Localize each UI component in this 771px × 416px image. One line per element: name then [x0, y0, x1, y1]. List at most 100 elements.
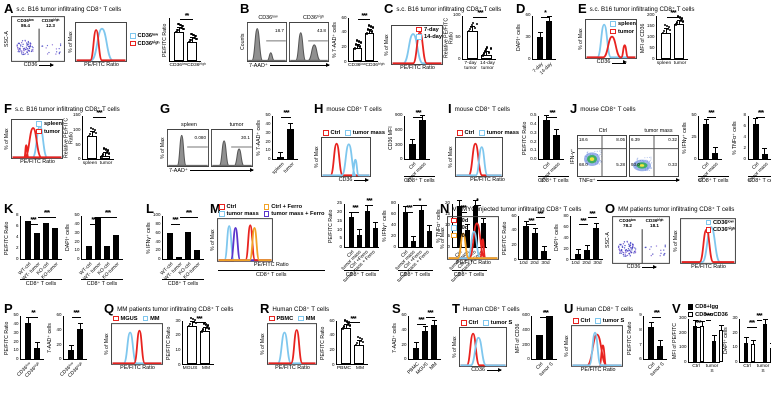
x-categories: WT-ctrl WT- tumor KO-ctrl KO-tumor: [18, 261, 62, 282]
bar: [648, 321, 655, 359]
y-axis-label: % IFNγ⁺ cells: [145, 221, 152, 254]
quad-row: 6.39 0.32 93.0 0.33: [629, 135, 679, 177]
x-axis-group-title: CD8⁺ T cells: [218, 269, 325, 278]
y-tick-label: 0: [527, 56, 531, 62]
y-tick-label: 30: [13, 329, 19, 335]
data-point: [93, 130, 96, 134]
data-point: [175, 30, 178, 34]
x-axis-label-text: PE/FITC Ratio: [253, 261, 289, 268]
histogram-plot: [455, 137, 503, 177]
black-swatch-icon: [687, 304, 694, 310]
y-axis-ticks: 0 50 100 150 200: [647, 13, 656, 61]
panel-M-letter: M: [210, 201, 221, 216]
y-axis-label: MFI of CD36: [639, 22, 646, 53]
panel-Q: Q MM patients tumor infiltrating CD8⁺ T …: [104, 301, 258, 372]
category-label: tumor S: [756, 363, 770, 374]
data-point: [358, 40, 361, 43]
panel-B: B CD36ˡᵒʷ Counts 18.7 CD36ʰⁱᵍʰ 43.8 7-AAD⁺ …: [240, 2, 385, 68]
error-bar: [422, 325, 428, 332]
panel-S-header: S: [392, 302, 450, 315]
x-categories: Ctrl tumor mass: [748, 161, 771, 184]
panel-J-header: J mouse CD8⁺ T cells: [570, 102, 771, 115]
scatter-plot: CD36ˡᵒʷ 78.2 CD36ʰⁱᵍʰ 18.1: [612, 216, 670, 264]
plot-area: *** *: [397, 198, 433, 248]
y-tick-label: 15: [445, 211, 451, 217]
bar: [537, 31, 543, 59]
y-tick-label: 600: [522, 312, 530, 318]
legend-item: tumor: [36, 129, 62, 135]
x-categories: spleen tumor: [82, 161, 114, 166]
y-tick-label: 40: [511, 227, 517, 233]
plot-area: *** ***: [518, 211, 551, 261]
y-tick-label: 20: [337, 209, 343, 214]
panel-U-plots: Ctrl tumor S % of Max PE/FITC Ratio PE/FIT…: [564, 310, 670, 378]
bar-chart: PE/FITC Ratio 0 20 40 60 *** PBMC MM: [320, 316, 368, 371]
bar: [364, 205, 370, 247]
significance-bracket: ***: [547, 110, 558, 118]
significance-label: ***: [96, 110, 102, 118]
panel-N-letter: N: [440, 201, 450, 216]
panel-H-title: mouse CD8⁺ T cells: [326, 106, 382, 113]
y-tick-label: 30: [525, 34, 531, 40]
bar: [43, 223, 49, 259]
data-point: [180, 26, 183, 30]
significance-label: ***: [580, 217, 586, 225]
gate-value: 0.080: [194, 134, 207, 140]
panel-N-title: Vk*MYC injected tumor infiltrating CD8⁺ …: [452, 206, 582, 213]
plot-column: *** CD36ˡᵒʷ CD36ʰⁱᵍʰ: [348, 13, 384, 68]
y-axis-label: PE/FITC Ratio: [627, 320, 634, 355]
error-bar: [657, 340, 663, 346]
x-categories: Ctrl tumor S: [643, 361, 667, 378]
data-point: [676, 21, 679, 24]
legend: spleen tumor: [610, 21, 636, 35]
x-categories: WT-ctrl WT- tumor KO-ctrl KO-tumor: [160, 261, 204, 282]
category-label: 10d: [571, 261, 580, 267]
data-point: [668, 25, 671, 29]
legend-label: 7-day: [423, 26, 439, 33]
bar-row: PE/FITC Ratio 0.0 0.1 0.2 0.3 0.4 0.5 *** Ctrl tu…: [522, 110, 569, 184]
data-point: [346, 320, 349, 323]
gate-value: 30.1: [241, 134, 250, 140]
panel-K-plots: PE/FITC Ratio 0 2 4 6 8 *** *** WT-ctrl WT- tumor…: [4, 210, 144, 287]
data-point: [484, 50, 487, 53]
y-tick-label: 0.1: [530, 147, 537, 153]
significance-bracket: ***: [405, 205, 413, 213]
data-point: [194, 34, 197, 37]
panel-L-header: L: [146, 202, 208, 215]
overlay-histogram: % of Max PE/FITC Ratio: [4, 119, 63, 166]
significance-bracket: ***: [28, 217, 38, 225]
data-point: [359, 45, 362, 48]
panel-C: C s.c. B16 tumor infiltrating CD8⁺ T cel…: [384, 2, 514, 71]
y-tick-label: 80: [391, 200, 397, 206]
plot-area: *** ***: [570, 211, 603, 261]
y-tick-label: 40: [563, 234, 569, 240]
y-tick-label: 20: [74, 238, 80, 244]
gate-value: 78.2: [623, 222, 632, 228]
error-bar: [575, 248, 581, 255]
x-axis-label-text: PE/FITC Ratio: [470, 176, 505, 183]
panel-P: P PE/FITC Ratio 0 10 20 30 40 50 ** CD36ˡᵒʷ CD36ʰ…: [4, 302, 104, 379]
panel-G-letter: G: [160, 101, 171, 116]
histogram-wrap: % of Max CD36 spleen tumor: [578, 19, 637, 66]
gate-value: 86.4: [21, 22, 30, 28]
panel-Q-letter: Q: [104, 301, 115, 316]
legend-item: Ctrl: [219, 204, 259, 210]
panel-K-letter: K: [4, 201, 14, 216]
gate-value: 43.8: [317, 27, 326, 33]
blue-swatch-icon: [705, 219, 712, 226]
bar: [52, 227, 58, 259]
legend-item: 14-day: [416, 34, 442, 40]
y-tick-label: 0: [743, 156, 747, 162]
panel-O-title: MM patients tumor infiltrating CD8⁺ T ce…: [618, 206, 735, 213]
data-point: [342, 327, 345, 330]
plot-area: ***: [531, 310, 558, 360]
y-tick-label: 60: [329, 317, 335, 323]
x-categories: Ctrl tumor mass: [698, 161, 722, 184]
data-point: [679, 16, 682, 19]
data-point: [356, 39, 359, 42]
panel-L: L % IFNγ⁺ cells 0 20 40 60 80 100 *** *** WT-ctrl…: [145, 202, 208, 287]
panel-T: T Human CD8⁺ T cells Ctrl tumor S % of Ma…: [452, 302, 562, 377]
panel-N-header: N Vk*MYC injected tumor infiltrating CD8…: [440, 201, 603, 216]
legend-label: 14-day: [423, 34, 442, 41]
y-axis-label: CD36 MFI: [387, 125, 394, 150]
